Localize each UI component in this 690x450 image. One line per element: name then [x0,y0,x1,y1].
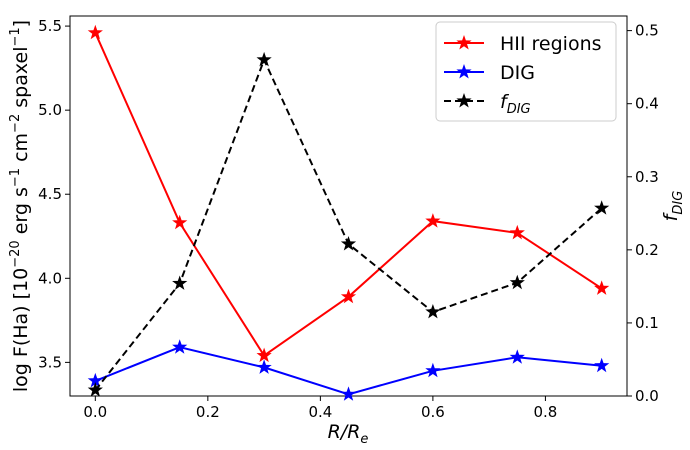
x-tick-label: 0.8 [533,403,557,421]
legend-marker-1 [456,64,472,79]
y-right-ticks: 0.0 0.1 0.2 0.3 0.4 0.5 [627,22,659,405]
y-right-tick-label: 0.5 [635,22,659,40]
y-right-axis-label: fDIG [660,191,686,222]
y-left-tick-label: 5.5 [38,17,62,35]
legend-label-2: fDIG [500,91,531,117]
x-axis-label-subscript: e [360,432,368,447]
series-layer [87,24,610,401]
series-1-point [509,349,525,364]
series-1-point [172,339,188,354]
y-right-tick-label: 0.2 [635,241,659,259]
y-left-ticks: 3.5 4.0 4.5 5.0 5.5 [38,17,70,371]
series-2-point [256,51,272,67]
x-ticks: 0.0 0.2 0.4 0.6 0.8 [83,396,557,421]
y-left-tick-label: 4.0 [38,269,62,287]
series-1-point [594,357,610,373]
series-2-point [172,275,188,290]
x-tick-label: 0.2 [196,403,220,421]
y-left-tick-label: 5.0 [38,101,62,119]
x-axis-label: R/Re [328,421,369,447]
legend-label-0: HII regions [500,33,602,55]
series-0-point [340,288,357,304]
legend-marker-2 [456,93,472,108]
series-1-point [425,362,441,378]
series-0-point [87,24,103,40]
series-0-point [594,280,610,295]
series-2-point [594,200,610,215]
x-tick-label: 0.6 [421,403,445,421]
y-right-tick-label: 0.0 [635,387,659,405]
series-2-point [340,236,357,251]
y-left-axis-label: log F(Ha) [10−20 erg s−1 cm−2 spaxel−1] [8,20,32,392]
legend-label-1: DIG [500,62,535,84]
series-0-point [509,224,525,240]
legend-box [435,21,617,122]
series-2-point [509,274,525,290]
series-1-point [87,372,103,388]
legend-marker-0 [456,35,472,50]
y-left-tick-label: 4.5 [38,185,62,203]
series-0-point [256,347,272,363]
series-2-point [425,303,441,319]
x-tick-label: 0.4 [308,403,332,421]
series-2-point [87,382,103,397]
series-0-point [172,214,188,230]
y-right-tick-label: 0.4 [635,95,659,113]
y-right-tick-label: 0.1 [635,314,659,332]
y-right-tick-label: 0.3 [635,168,659,186]
series-0-point [425,213,441,228]
series-1-point [256,359,272,374]
series-1-point [340,386,357,401]
y-left-tick-label: 3.5 [38,353,62,371]
legend: HII regions DIG fDIG [435,21,617,122]
x-tick-label: 0.0 [83,403,107,421]
